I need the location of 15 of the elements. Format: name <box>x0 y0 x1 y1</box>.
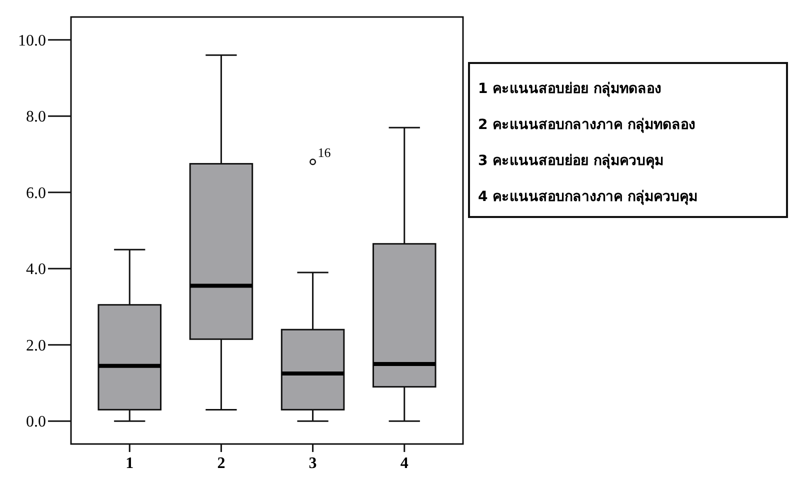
text: 1 คะแนนสอบย่อย กลุ่มทดลอง <box>478 80 662 97</box>
y-tick-label: 2.0 <box>26 337 46 354</box>
y-tick-label: 6.0 <box>26 184 46 202</box>
x-tick-label: 1 <box>126 455 134 472</box>
annotation: 16 <box>318 144 332 160</box>
x-tick-label: 3 <box>308 455 317 472</box>
text: 2 คะแนนสอบกลางภาค กลุ่มทดลอง <box>478 116 696 133</box>
x-tick-label: 2 <box>217 455 226 472</box>
y-tick-label: 4.0 <box>26 261 46 278</box>
y-tick-label: 8.0 <box>26 108 46 126</box>
y-tick-label: 10.0 <box>18 32 46 50</box>
text: 4 คะแนนสอบกลางภาค กลุ่มควบคุม <box>478 188 698 205</box>
text: 3 คะแนนสอบย่อย กลุ่มควบคุม <box>478 152 664 169</box>
x-tick-label: 4 <box>400 455 408 472</box>
y-tick-label: 0.0 <box>26 414 46 431</box>
